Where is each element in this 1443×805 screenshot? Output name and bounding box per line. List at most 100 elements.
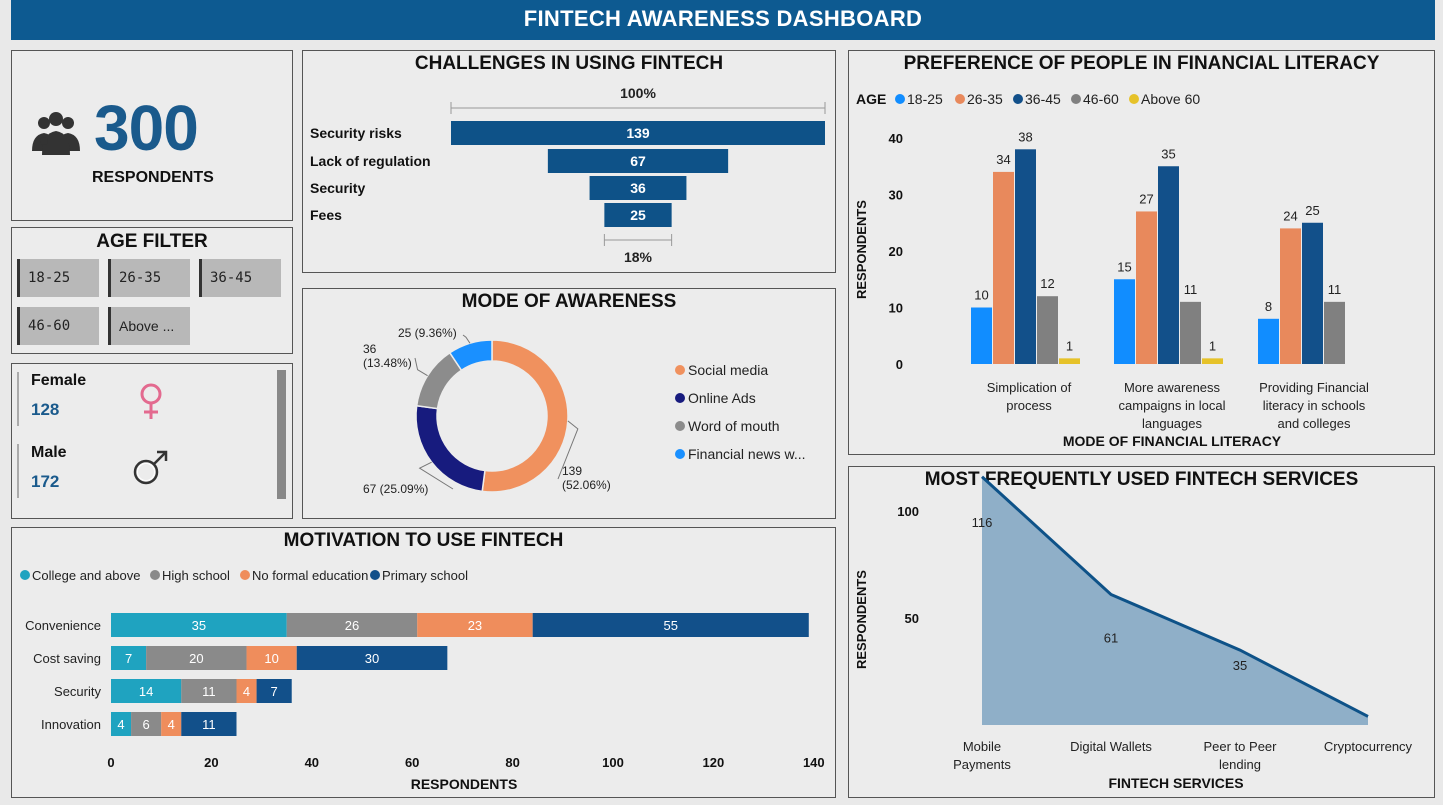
awareness-panel: MODE OF AWARENESS 139 (52.06%) 67 (25.09%)… — [302, 288, 836, 519]
motivation-segment-label: 4 — [168, 717, 175, 732]
donut-legend-label[interactable]: Online Ads — [688, 390, 756, 406]
literacy-legend-marker — [955, 94, 965, 104]
challenges-funnel-chart: 100% 18% 139 Security risks 67 Lack of regu… — [310, 85, 826, 265]
motivation-bar-segment[interactable] — [181, 712, 237, 736]
motivation-x-tick: 140 — [803, 755, 825, 770]
motivation-legend-label[interactable]: Primary school — [382, 568, 468, 583]
literacy-bar-label: 11 — [1184, 282, 1198, 297]
donut-legend-label[interactable]: Financial news w... — [688, 446, 806, 462]
literacy-category-label: Simplication of process — [987, 380, 1072, 413]
funnel-bar-label: 139 — [626, 125, 650, 141]
literacy-bar-label: 24 — [1283, 208, 1297, 223]
motivation-bar-segment[interactable] — [111, 613, 287, 637]
motivation-xlabel: RESPONDENTS — [411, 776, 518, 792]
literacy-bar[interactable] — [1136, 211, 1157, 364]
motivation-bar-segment[interactable] — [181, 679, 237, 703]
motivation-legend-marker — [370, 570, 380, 580]
motivation-x-tick: 0 — [107, 755, 114, 770]
awareness-title: MODE OF AWARENESS — [461, 291, 677, 312]
kpi-card: 300 RESPONDENTS — [11, 50, 293, 221]
motivation-segment-label: 26 — [345, 618, 359, 633]
motivation-bar-segment[interactable] — [111, 646, 147, 670]
motivation-legend-label[interactable]: High school — [162, 568, 230, 583]
age-filter-36-45[interactable]: 36-45 — [199, 259, 281, 297]
motivation-bar-segment[interactable] — [417, 613, 533, 637]
motivation-bar-segment[interactable] — [296, 646, 448, 670]
motivation-bar-segment[interactable] — [286, 613, 418, 637]
literacy-bar[interactable] — [1324, 301, 1345, 364]
literacy-bar-label: 27 — [1139, 191, 1153, 206]
literacy-legend-marker — [895, 94, 905, 104]
motivation-bar-segment[interactable] — [256, 679, 292, 703]
motivation-legend-label[interactable]: College and above — [32, 568, 140, 583]
literacy-bar[interactable] — [1059, 358, 1080, 364]
donut-legend-label[interactable]: Social media — [688, 362, 768, 378]
motivation-stacked-bar-chart: RESPONDENTS College and above High school… — [20, 568, 825, 792]
literacy-bar-label: 25 — [1305, 203, 1319, 218]
literacy-bar[interactable] — [1015, 149, 1036, 364]
motivation-segment-label: 6 — [143, 717, 150, 732]
age-filter-above-60[interactable]: Above ... — [108, 307, 190, 345]
donut-legend-label[interactable]: Word of mouth — [688, 418, 780, 434]
motivation-bar-segment[interactable] — [131, 712, 162, 736]
literacy-ylabel: RESPONDENTS — [854, 200, 869, 299]
motivation-bar-segment[interactable] — [146, 646, 247, 670]
donut-slice[interactable] — [448, 339, 493, 372]
funnel-bar[interactable] — [547, 149, 729, 173]
age-filter-26-35[interactable]: 26-35 — [108, 259, 190, 297]
gender-scrollbar[interactable] — [277, 370, 286, 499]
motivation-bar-segment[interactable] — [111, 712, 132, 736]
motivation-segment-label: 4 — [117, 717, 124, 732]
literacy-bar-label: 1 — [1066, 338, 1073, 353]
donut-slice[interactable] — [415, 404, 486, 493]
literacy-legend-label[interactable]: 46-60 — [1083, 91, 1119, 107]
literacy-legend-label[interactable]: Above 60 — [1141, 91, 1200, 107]
donut-slice[interactable] — [481, 339, 569, 493]
motivation-segment-label: 30 — [365, 651, 379, 666]
literacy-legend-label[interactable]: 26-35 — [967, 91, 1003, 107]
motivation-bar-segment[interactable] — [532, 613, 809, 637]
services-category-label: Peer to Peer lending — [1204, 739, 1278, 772]
funnel-category-label: Fees — [310, 207, 342, 223]
literacy-bar[interactable] — [1180, 301, 1201, 364]
donut-legend-marker — [675, 449, 685, 459]
literacy-bar[interactable] — [1114, 279, 1135, 364]
funnel-category-label: Security — [310, 180, 365, 196]
funnel-bar[interactable] — [451, 121, 825, 145]
literacy-title: PREFERENCE OF PEOPLE IN FINANCIAL LITERA… — [903, 53, 1380, 74]
motivation-legend-label[interactable]: No formal education — [252, 568, 368, 583]
motivation-bar-segment[interactable] — [111, 679, 182, 703]
literacy-bar[interactable] — [993, 171, 1014, 364]
gender-panel: Female 128 Male 172 — [11, 363, 293, 519]
services-y-tick: 100 — [897, 504, 919, 519]
literacy-bar-label: 38 — [1018, 129, 1032, 144]
motivation-bar-segment[interactable] — [246, 646, 297, 670]
literacy-bar[interactable] — [1158, 166, 1179, 364]
literacy-bar[interactable] — [971, 307, 992, 365]
literacy-bar[interactable] — [1037, 296, 1058, 364]
female-label: Female — [31, 372, 87, 389]
literacy-xlabel: MODE OF FINANCIAL LITERACY — [1063, 433, 1282, 449]
motivation-category-label: Cost saving — [33, 651, 101, 666]
literacy-legend-label[interactable]: 36-45 — [1025, 91, 1061, 107]
motivation-segment-label: 10 — [264, 651, 278, 666]
funnel-category-label: Security risks — [310, 125, 402, 141]
age-filter-18-25[interactable]: 18-25 — [17, 259, 99, 297]
awareness-donut-chart: 139 (52.06%) 67 (25.09%) 36 (13.48%) 25 (9.36… — [363, 326, 806, 496]
donut-data-label: 67 (25.09%) — [363, 482, 428, 496]
services-area-chart: RESPONDENTS FINTECH SERVICES 50 100 116 61 3… — [854, 475, 1413, 791]
literacy-legend-label[interactable]: 18-25 — [907, 91, 943, 107]
funnel-bar[interactable] — [589, 176, 687, 200]
services-line[interactable] — [980, 475, 1369, 718]
motivation-bar-segment[interactable] — [236, 679, 257, 703]
literacy-bar[interactable] — [1302, 222, 1323, 364]
motivation-category-label: Security — [54, 684, 101, 699]
age-filter-46-60[interactable]: 46-60 — [17, 307, 99, 345]
literacy-bar[interactable] — [1280, 228, 1301, 364]
literacy-bar-label: 12 — [1040, 276, 1054, 291]
services-xlabel: FINTECH SERVICES — [1108, 775, 1243, 791]
motivation-bar-segment[interactable] — [161, 712, 182, 736]
funnel-bar[interactable] — [604, 203, 672, 227]
literacy-bar[interactable] — [1202, 358, 1223, 364]
literacy-bar[interactable] — [1258, 318, 1279, 364]
